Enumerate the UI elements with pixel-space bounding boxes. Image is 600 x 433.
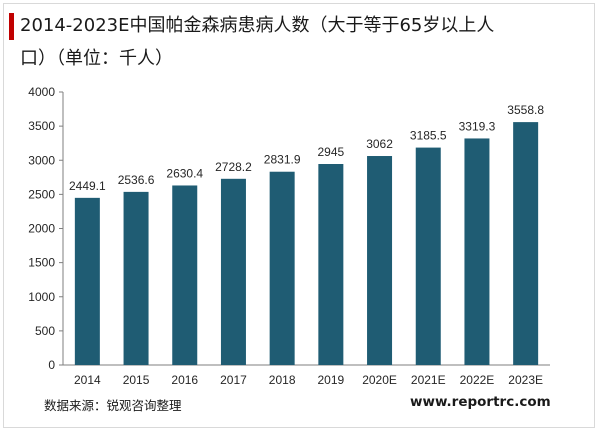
y-tick-label: 3500	[28, 119, 55, 133]
bar-value-label: 3062	[366, 137, 393, 151]
x-tick-label: 2022E	[460, 373, 495, 387]
bar	[74, 197, 100, 365]
x-tick-label: 2018	[269, 373, 296, 387]
y-tick-label: 2500	[28, 187, 55, 201]
x-tick-label: 2019	[317, 373, 344, 387]
bar-value-label: 2536.6	[118, 173, 155, 187]
x-tick-label: 2016	[171, 373, 198, 387]
y-tick-label: 3000	[28, 153, 55, 167]
bar	[367, 156, 393, 365]
y-tick-label: 1500	[28, 256, 55, 270]
bar	[172, 185, 198, 365]
bar	[269, 171, 295, 365]
title-line-2: 口）（单位：千人）	[20, 48, 173, 69]
chart-frame	[3, 3, 595, 428]
y-tick-label: 4000	[28, 85, 55, 99]
bar	[513, 122, 539, 365]
bar	[318, 164, 344, 365]
bar-value-label: 2728.2	[215, 160, 252, 174]
bar	[220, 178, 246, 365]
y-tick-label: 500	[35, 324, 55, 338]
bar-value-label: 2630.4	[166, 166, 203, 180]
bar-value-label: 3558.8	[507, 103, 544, 117]
bar	[123, 191, 149, 365]
y-tick-label: 2000	[28, 222, 55, 236]
website-url: www.reportrc.com	[410, 394, 551, 410]
bar-value-label: 2945	[317, 145, 344, 159]
y-tick-label: 1000	[28, 290, 55, 304]
title-line-1: 2014-2023E中国帕金森病患病人数（大于等于65岁以上人	[20, 15, 495, 36]
x-tick-label: 2017	[220, 373, 247, 387]
y-tick-label: 0	[48, 358, 55, 372]
x-tick-label: 2014	[74, 373, 101, 387]
x-tick-label: 2021E	[411, 373, 446, 387]
source-note: 数据来源：锐观咨询整理	[44, 398, 182, 413]
bar	[415, 147, 441, 365]
title-accent-bar	[9, 13, 14, 40]
bar-value-label: 3319.3	[459, 119, 496, 133]
x-tick-label: 2023E	[508, 373, 543, 387]
x-tick-label: 2015	[123, 373, 150, 387]
bar-value-label: 2831.9	[264, 153, 301, 167]
x-tick-label: 2020E	[362, 373, 397, 387]
bar-value-label: 2449.1	[69, 179, 106, 193]
chart-title: 2014-2023E中国帕金森病患病人数（大于等于65岁以上人 口）（单位：千人…	[20, 9, 520, 75]
bar-value-label: 3185.5	[410, 129, 447, 143]
bar	[464, 138, 490, 365]
